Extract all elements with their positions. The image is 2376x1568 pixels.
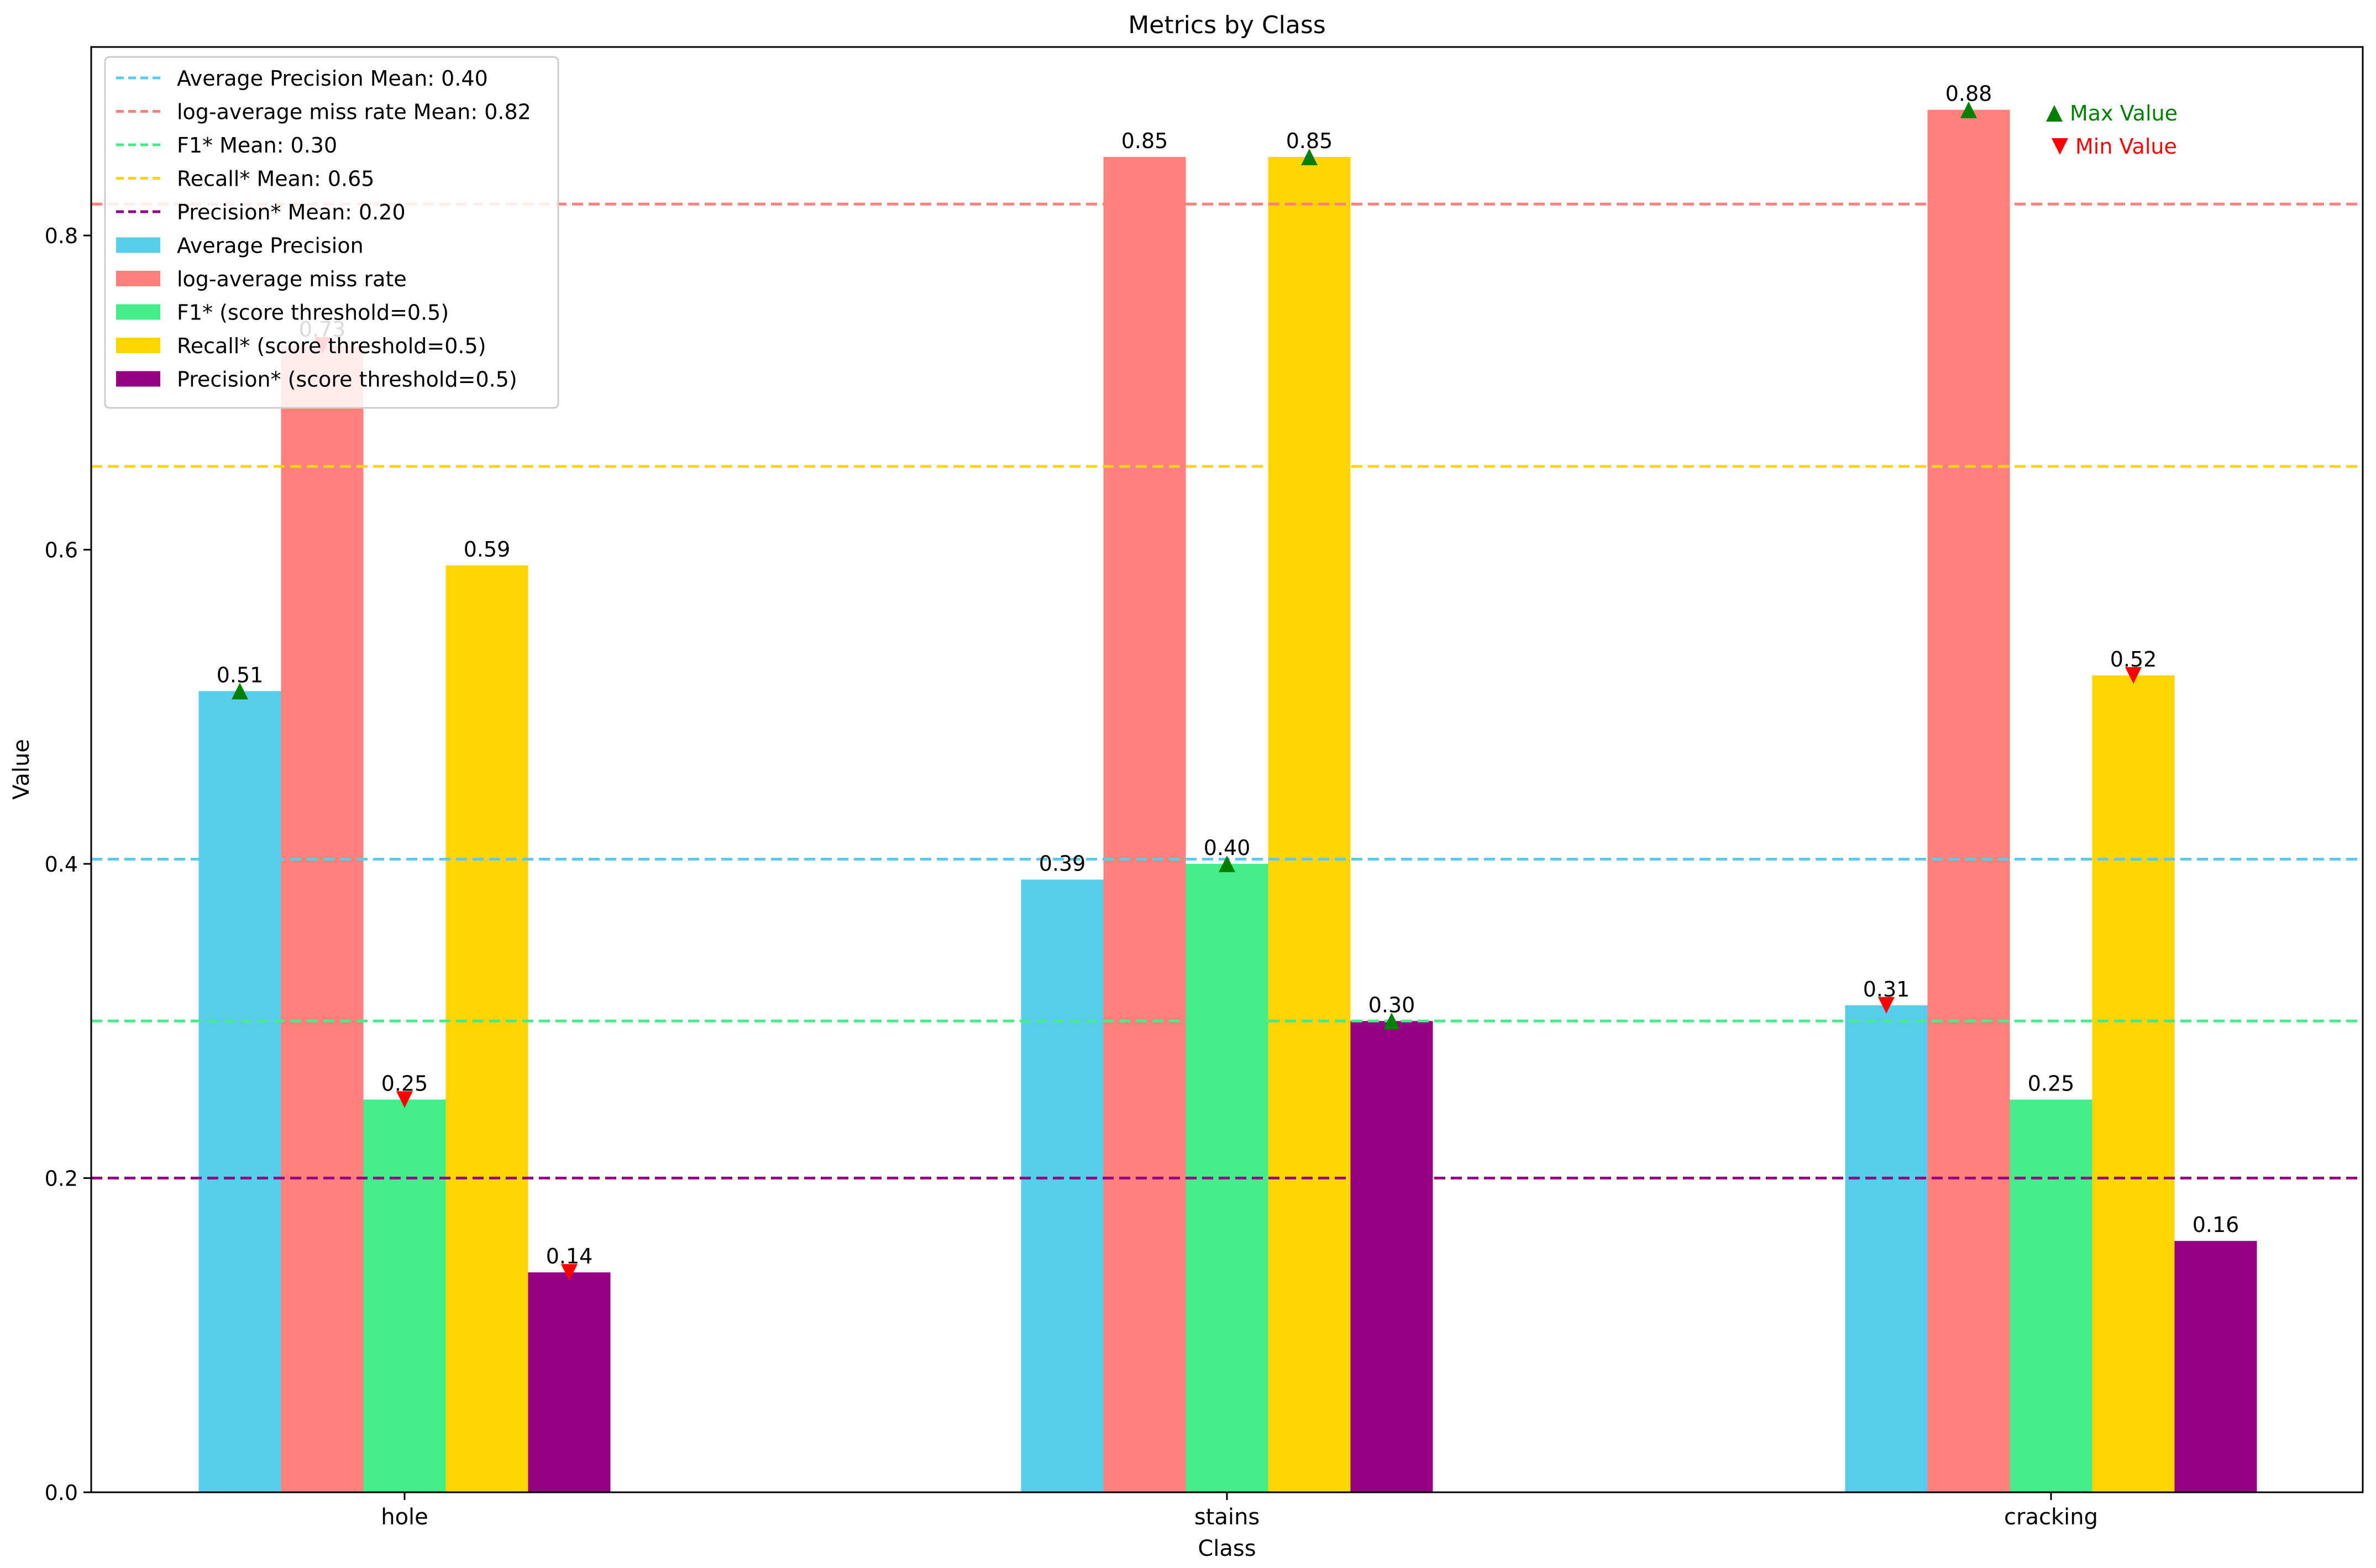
legend-label-mean-2: F1* Mean: 0.30 — [177, 133, 337, 158]
data-label-cracking-series-2: 0.25 — [2028, 1071, 2075, 1095]
chart-title: Metrics by Class — [1128, 11, 1325, 39]
y-axis-label: Value — [9, 739, 34, 800]
y-tick-label: 0.4 — [45, 852, 78, 877]
legend-swatch-series-0 — [116, 237, 160, 253]
legend-min-value-label: Min Value — [2075, 134, 2177, 159]
bar-stains-series-1[interactable] — [1103, 157, 1186, 1492]
data-label-stains-series-1: 0.85 — [1121, 129, 1168, 153]
legend-label-series-4: Precision* (score threshold=0.5) — [177, 368, 517, 392]
bar-stains-series-0[interactable] — [1021, 879, 1104, 1493]
y-tick-label: 0.6 — [45, 538, 78, 563]
legend-label-mean-0: Average Precision Mean: 0.40 — [177, 66, 488, 91]
x-axis-label: Class — [1198, 1536, 1256, 1561]
bar-cracking-series-2[interactable] — [2010, 1099, 2092, 1492]
legend-label-series-3: Recall* (score threshold=0.5) — [177, 334, 486, 358]
min-marker-series-0 — [1878, 997, 1895, 1014]
legend-label-series-2: F1* (score threshold=0.5) — [177, 301, 449, 325]
bar-cracking-series-0[interactable] — [1845, 1005, 1928, 1492]
x-tick-label-cracking: cracking — [2004, 1504, 2098, 1530]
legend-min-marker-icon — [2052, 138, 2068, 155]
bar-stains-series-3[interactable] — [1268, 157, 1351, 1492]
bar-stains-series-4[interactable] — [1350, 1021, 1433, 1492]
min-marker-series-2 — [396, 1091, 413, 1108]
legend-label-series-1: log-average miss rate — [177, 267, 407, 291]
legend-swatch-series-1 — [116, 271, 160, 286]
bar-hole-series-4[interactable] — [528, 1272, 611, 1492]
data-label-stains-series-0: 0.39 — [1039, 852, 1086, 876]
y-tick-label: 0.2 — [45, 1167, 78, 1191]
legend-swatch-series-4 — [116, 371, 160, 387]
bar-hole-series-3[interactable] — [445, 565, 528, 1492]
legend-label-series-0: Average Precision — [177, 234, 364, 258]
bar-hole-series-2[interactable] — [363, 1099, 446, 1492]
y-tick-label: 0.0 — [45, 1481, 78, 1505]
legend-max-marker-icon — [2046, 105, 2063, 122]
bar-cracking-series-3[interactable] — [2092, 675, 2175, 1492]
y-tick-label: 0.8 — [45, 224, 78, 248]
max-marker-series-3 — [1301, 148, 1318, 165]
max-marker-series-2 — [1219, 856, 1235, 873]
legend-label-mean-3: Recall* Mean: 0.65 — [177, 167, 374, 191]
max-marker-series-1 — [1960, 101, 1977, 118]
legend-box — [104, 56, 559, 409]
plot-area: 0.510.390.310.730.850.880.250.400.250.59… — [45, 46, 2364, 1530]
max-marker-series-4 — [1383, 1013, 1400, 1030]
min-marker-series-3 — [2125, 667, 2142, 684]
legend-label-mean-4: Precision* Mean: 0.20 — [177, 200, 406, 224]
bar-hole-series-1[interactable] — [281, 345, 364, 1492]
legend-max-value-label: Max Value — [2070, 101, 2178, 125]
legend-label-mean-1: log-average miss rate Mean: 0.82 — [177, 100, 531, 124]
legend-swatch-series-3 — [116, 338, 160, 353]
legend: Average Precision Mean: 0.40 log-average … — [104, 56, 559, 409]
data-label-cracking-series-4: 0.16 — [2193, 1213, 2239, 1237]
legend-swatch-series-2 — [116, 304, 160, 320]
x-tick-label-hole: hole — [381, 1504, 428, 1530]
data-label-hole-series-3: 0.59 — [464, 537, 511, 562]
bar-cracking-series-4[interactable] — [2174, 1241, 2257, 1492]
x-tick-label-stains: stains — [1194, 1504, 1260, 1530]
max-marker-series-0 — [232, 683, 248, 700]
bar-cracking-series-1[interactable] — [1927, 109, 2010, 1493]
min-marker-series-4 — [561, 1264, 578, 1281]
bar-hole-series-0[interactable] — [198, 691, 281, 1492]
